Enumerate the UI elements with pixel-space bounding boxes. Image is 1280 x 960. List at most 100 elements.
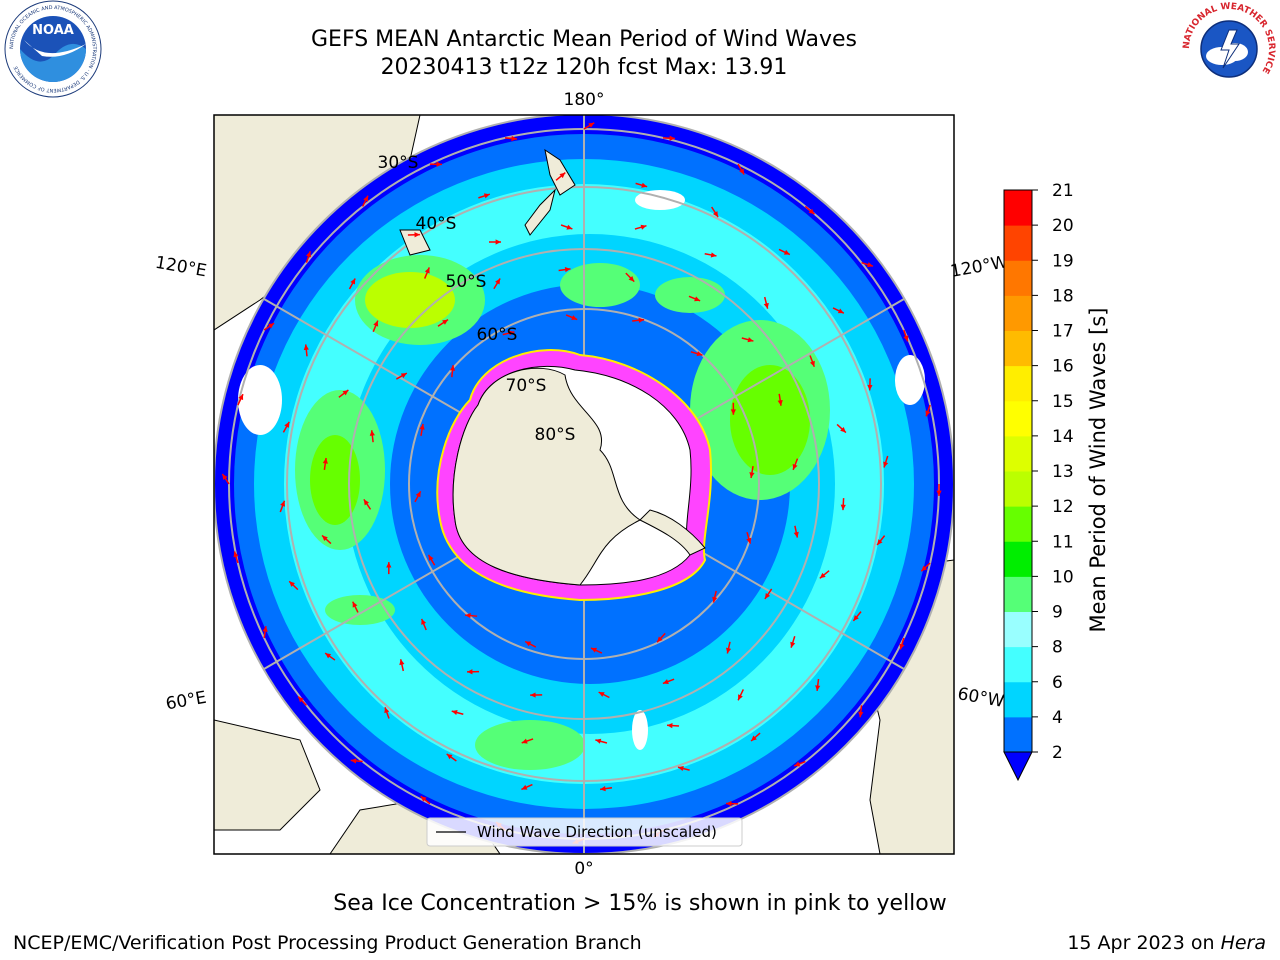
wind-arrow-head (363, 195, 368, 202)
lon-label-60e: 60°E (164, 688, 208, 715)
wind-arrow-head (436, 161, 442, 167)
colorbar-tick-label: 2 (1052, 743, 1063, 763)
wind-arrow-head (342, 389, 349, 396)
wind-arrow-head (669, 135, 675, 141)
wind-arrow-head (465, 612, 471, 619)
wind-arrow-head (763, 302, 769, 309)
wind-arrow-head (739, 168, 745, 175)
colorbar-swatch (1004, 611, 1032, 648)
wind-arrow-head (508, 330, 515, 336)
colorbar-tick-label: 10 (1052, 567, 1074, 587)
wind-arrow-head (730, 409, 736, 415)
wind-arrow-head (867, 384, 873, 391)
wind-arrow-head (883, 461, 889, 468)
map-frame (213, 114, 955, 855)
system-name: Hera (1220, 932, 1266, 954)
wind-arrow-head (238, 394, 244, 401)
wind-arrow-head (525, 641, 532, 647)
wind-arrow-head (598, 692, 605, 697)
colorbar-swatch (1004, 681, 1032, 718)
colorbar-tick-label: 4 (1052, 708, 1063, 728)
wind-arrow-head (521, 738, 528, 744)
lon-label-120w: 120°W (949, 252, 1010, 282)
wind-arrow-head (424, 267, 430, 274)
wind-arrow-head (792, 463, 798, 470)
wind-arrow-head (428, 554, 434, 561)
wind-arrow-head (588, 122, 595, 128)
wind-arrow-head (837, 308, 844, 314)
wind-arrow-head (521, 784, 528, 790)
wind-arrow-head (373, 320, 379, 327)
colorbar-tick-label: 6 (1052, 673, 1063, 693)
wind-arrow-head (694, 296, 701, 302)
colorbar-tick-label: 13 (1052, 462, 1074, 482)
colorbar-tick-label: 16 (1052, 357, 1074, 377)
wind-arrow-head (421, 618, 427, 625)
colorbar-tick-label: 11 (1052, 532, 1074, 552)
wind-arrow-head (363, 499, 370, 506)
nws-logo-icon: NATIONAL WEATHER SERVICE (1182, 2, 1276, 96)
legend-label: Wind Wave Direction (unscaled) (477, 823, 717, 841)
wind-arrow-head (566, 224, 573, 230)
colorbar-swatch (1004, 400, 1032, 437)
wind-arrow-head (710, 252, 717, 258)
wind-arrow-head (925, 410, 931, 417)
wind-arrow-head (268, 323, 275, 329)
colorbar-swatch (1004, 365, 1032, 402)
wind-arrow-head (808, 208, 815, 215)
colorbar-swatch (1004, 576, 1032, 612)
wind-arrow-head (590, 647, 597, 653)
wind-arrow-head (467, 669, 473, 675)
wind-arrow-head (726, 647, 732, 654)
wind-arrow-head (306, 251, 312, 258)
wind-arrow-head (322, 457, 328, 464)
wind-arrow-head (600, 786, 606, 792)
colorbar-tick-label: 20 (1052, 216, 1074, 236)
wind-arrow-head (641, 182, 648, 188)
wind-arrow-head (662, 679, 669, 684)
wind-arrow-head (628, 275, 635, 282)
wind-arrow-head (451, 710, 458, 716)
wind-arrow-head (449, 365, 456, 371)
wind-arrow-head (677, 765, 684, 772)
colorbar-swatch (1004, 225, 1032, 261)
wind-arrow-head (858, 711, 864, 718)
wind-arrow-head (415, 491, 421, 498)
lon-label-60w: 60°W (956, 684, 1006, 712)
wind-arrow-head (746, 537, 752, 544)
wind-arrow-head (783, 249, 790, 255)
antarctica (452, 365, 706, 586)
colorbar-swatch (1004, 295, 1032, 331)
colorbar-tick-label: 19 (1052, 251, 1074, 271)
colorbar-tick-label: 14 (1052, 427, 1074, 447)
colorbar-swatch (1004, 330, 1032, 367)
wind-arrow-head (764, 592, 771, 599)
wind-arrow-head (853, 615, 859, 621)
wind-arrow-head (840, 504, 846, 511)
lat-label-30s: 30°S (378, 153, 419, 173)
wind-arrow-head (262, 626, 268, 632)
wind-arrow-head (384, 707, 390, 714)
wind-arrow-head (809, 360, 815, 367)
colorbar: 2 4 6 8 9 10 11 12 13 14 15 16 17 18 19 20 21 (1003, 181, 1074, 782)
wind-arrow-head (815, 685, 821, 691)
wind-arrow-head (794, 761, 801, 767)
lon-label-0: 0° (574, 859, 593, 879)
wind-arrow-head (303, 344, 309, 351)
wind-arrow-head (899, 643, 905, 650)
wind-arrow-head (420, 796, 427, 802)
lon-label-180: 180° (564, 90, 605, 110)
wind-arrow-head (840, 426, 846, 433)
wind-arrow-head (819, 572, 826, 579)
colorbar-tick-label: 21 (1052, 181, 1074, 201)
wind-arrow-head (386, 562, 392, 568)
wind-arrow-head (284, 421, 290, 428)
colorbar-swatch (1004, 541, 1032, 577)
wind-arrow-head (369, 430, 375, 436)
wind-arrow-head (414, 232, 420, 238)
colorbar-tick-label: 9 (1052, 603, 1063, 623)
wind-arrow-head (747, 337, 754, 343)
wind-arrow-head (530, 692, 536, 698)
wind-arrow-head (322, 535, 328, 542)
